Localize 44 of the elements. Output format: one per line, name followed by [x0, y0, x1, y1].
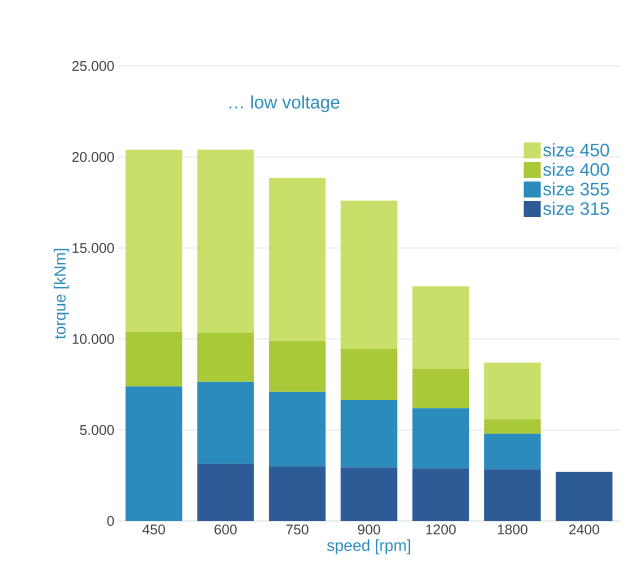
bar: [412, 369, 470, 408]
bar: [197, 150, 254, 333]
bar: [126, 386, 182, 521]
legend-label: size 315: [543, 202, 609, 215]
bar: [340, 467, 398, 521]
x-tick-label: 1800: [498, 524, 528, 534]
y-tick-label: 0: [107, 516, 114, 526]
y-tick-label: 5.000: [80, 425, 114, 435]
y-tick-label: 10.000: [72, 334, 114, 344]
bar: [268, 178, 326, 341]
bar: [340, 349, 398, 400]
x-tick-label: 900: [358, 524, 380, 534]
bar: [484, 419, 541, 434]
x-axis-title: speed [rpm]: [327, 539, 410, 554]
text: … low voltage: [230, 95, 340, 112]
bar: [197, 332, 254, 382]
bar: [484, 469, 541, 521]
bar: [268, 392, 326, 466]
legend-label: size 400: [543, 162, 610, 176]
bar: [268, 466, 326, 521]
x-tick-label: 450: [142, 524, 165, 534]
y-tick-label: 25.000: [72, 61, 114, 71]
x-tick-label: 2400: [569, 524, 600, 534]
x-tick-label: 1200: [426, 524, 456, 534]
bar: [126, 150, 182, 332]
bar: [484, 434, 541, 470]
legend-label: size 355: [543, 182, 609, 196]
y-axis-title: torque [kNm]: [54, 248, 69, 340]
y-tick-label: 15.000: [72, 243, 114, 253]
bar: [484, 362, 541, 420]
bar: [197, 382, 254, 464]
bar: [412, 468, 470, 521]
bar: [126, 332, 182, 386]
x-tick-label: 600: [214, 524, 237, 534]
bar: [412, 408, 470, 468]
bar: [268, 340, 326, 392]
legend-label: size 450: [543, 143, 610, 156]
bar: [340, 200, 398, 349]
bar: [197, 464, 254, 521]
bar: [340, 400, 398, 468]
y-tick-label: 20.000: [72, 152, 114, 162]
x-tick-label: 750: [286, 524, 308, 534]
bar: [412, 286, 470, 370]
bar: [556, 472, 612, 521]
